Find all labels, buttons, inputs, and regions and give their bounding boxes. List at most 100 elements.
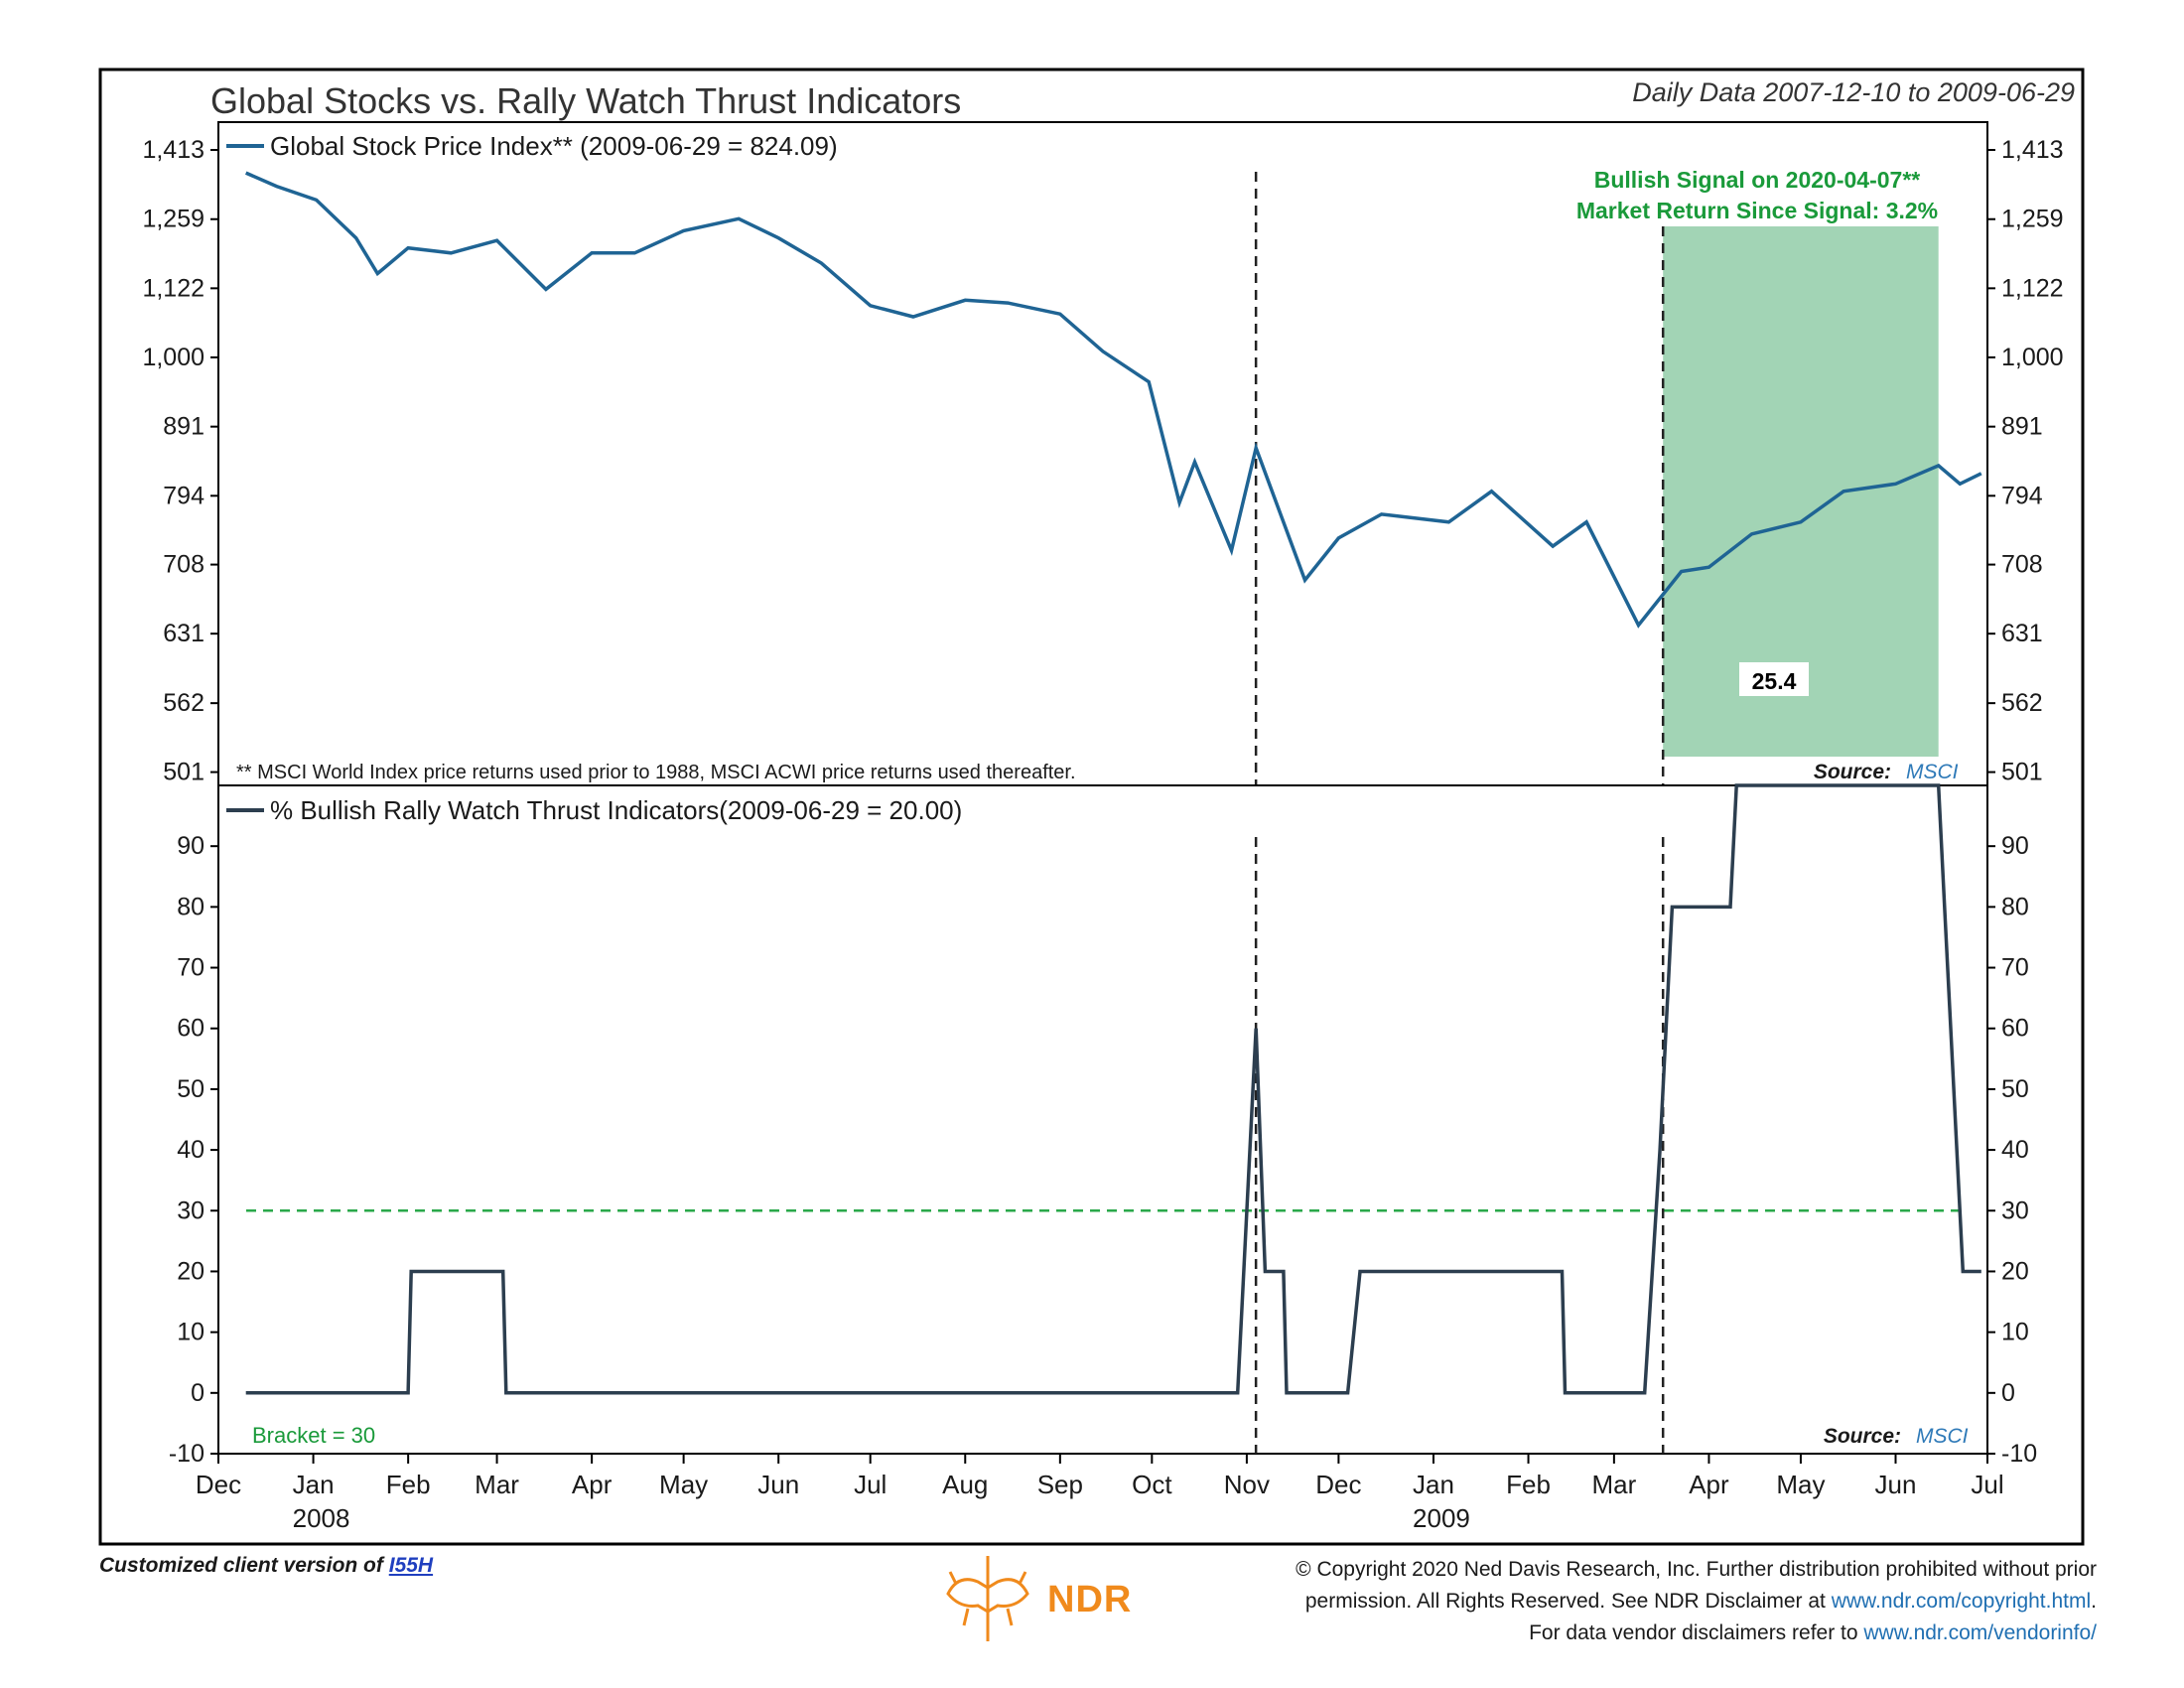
top-source-label: Source:: [1814, 761, 1891, 783]
top-legend: Global Stock Price Index** (2009-06-29 =…: [226, 131, 838, 161]
bottom-legend: % Bullish Rally Watch Thrust Indicators(…: [226, 795, 962, 825]
top-left-tick-label: 501: [163, 759, 205, 786]
top-left-tick-label: 562: [163, 689, 205, 717]
bottom-left-tick-label: 70: [177, 954, 205, 982]
footer-copyright: © Copyright 2020 Ned Davis Research, Inc…: [1124, 1554, 2097, 1649]
bottom-left-tick-label: 40: [177, 1136, 205, 1164]
bottom-left-tick-label: 80: [177, 893, 205, 920]
top-right-tick-label: 1,413: [2001, 136, 2064, 164]
bottom-right-tick-label: 70: [2001, 954, 2029, 982]
x-tick-label: Jan: [1413, 1470, 1454, 1499]
bottom-right-tick-label: 30: [2001, 1196, 2029, 1224]
x-year-label: 2008: [293, 1503, 350, 1533]
bottom-left-tick-label: 60: [177, 1015, 205, 1043]
copyright-line-2-end: .: [2091, 1590, 2097, 1613]
top-right-tick-label: 708: [2001, 551, 2043, 579]
x-tick-label: Mar: [475, 1470, 519, 1499]
x-tick-label: Mar: [1591, 1470, 1636, 1499]
x-tick-label: Jan: [293, 1470, 335, 1499]
x-tick-label: Jun: [757, 1470, 799, 1499]
copyright-line-1: © Copyright 2020 Ned Davis Research, Inc…: [1296, 1558, 2097, 1581]
x-tick-label: Jul: [854, 1470, 887, 1499]
bottom-right-tick-label: 80: [2001, 893, 2029, 920]
top-right-tick-label: 794: [2001, 482, 2043, 509]
footnote: ** MSCI World Index price returns used p…: [236, 762, 1076, 783]
bottom-left-tick-label: 10: [177, 1319, 205, 1346]
copyright-line-2-text: permission. All Rights Reserved. See NDR…: [1304, 1590, 1826, 1613]
bottom-left-tick-label: 90: [177, 832, 205, 860]
bottom-right-tick-label: 10: [2001, 1319, 2029, 1346]
bottom-right-tick-label: 20: [2001, 1257, 2029, 1285]
top-right-tick-label: 891: [2001, 413, 2043, 441]
copyright-url[interactable]: www.ndr.com/copyright.html: [1831, 1590, 2092, 1613]
bottom-left-tick-label: 0: [191, 1379, 205, 1407]
top-left-tick-label: 1,122: [142, 274, 205, 302]
x-tick-label: Dec: [1315, 1470, 1361, 1499]
top-left-tick-label: 794: [163, 482, 205, 509]
footer-customized: Customized client version of I55H: [99, 1554, 433, 1578]
top-left-tick-label: 1,259: [142, 206, 205, 233]
bottom-source: MSCI: [1916, 1425, 1969, 1448]
copyright-line-2: permission. All Rights Reserved. See NDR…: [1124, 1586, 2097, 1618]
bottom-left-tick-label: -10: [169, 1440, 205, 1468]
top-right-tick-label: 1,122: [2001, 274, 2064, 302]
chart-title: Global Stocks vs. Rally Watch Thrust Ind…: [210, 80, 961, 121]
top-right-tick-label: 501: [2001, 759, 2043, 786]
chart-id-link[interactable]: I55H: [388, 1554, 434, 1577]
top-left-tick-label: 1,000: [142, 344, 205, 371]
bottom-y-ticks: -10 -10 0 0 10 10 20 20 30 30 40 40 50 50 60 60 70 70 80 80…: [169, 832, 2037, 1468]
signal-line-2: Market Return Since Signal: 3.2%: [1576, 198, 1938, 223]
bottom-panel-frame: [217, 784, 1988, 1455]
customized-prefix: Customized client version of: [99, 1554, 383, 1577]
top-right-tick-label: 562: [2001, 689, 2043, 717]
x-tick-label: May: [1776, 1470, 1825, 1499]
bottom-source-label: Source:: [1824, 1425, 1901, 1448]
top-right-tick-label: 631: [2001, 620, 2043, 647]
bottom-left-tick-label: 20: [177, 1257, 205, 1285]
ndr-logo-text: NDR: [1047, 1579, 1133, 1620]
x-tick-label: Oct: [1132, 1470, 1172, 1499]
x-axis: Dec Jan Feb Mar Apr May Jun Jul Aug Sep Oct Nov Dec J…: [196, 1454, 2004, 1533]
x-tick-label: Feb: [386, 1470, 431, 1499]
top-legend-label: Global Stock Price Index** (2009-06-29 =…: [270, 131, 838, 161]
x-tick-label: Dec: [196, 1470, 241, 1499]
bottom-right-tick-label: -10: [2001, 1440, 2037, 1468]
bottom-left-tick-label: 30: [177, 1196, 205, 1224]
x-tick-label: Jul: [1971, 1470, 2003, 1499]
x-year-label: 2009: [1413, 1503, 1470, 1533]
top-right-tick-label: 1,259: [2001, 206, 2064, 233]
bottom-legend-label: % Bullish Rally Watch Thrust Indicators(…: [270, 795, 962, 825]
x-tick-label: Feb: [1506, 1470, 1551, 1499]
bottom-right-tick-label: 60: [2001, 1015, 2029, 1043]
value-box-text: 25.4: [1752, 668, 1797, 694]
top-left-tick-label: 631: [163, 620, 205, 647]
vendor-line-text: For data vendor disclaimers refer to: [1529, 1621, 1858, 1644]
top-source: MSCI: [1906, 761, 1959, 783]
top-left-tick-label: 891: [163, 413, 205, 441]
stock-index-line: [244, 171, 1982, 629]
top-y-ticks: 501 501 562 562 631 631 708 708 794 794 891 891 1,00…: [142, 136, 2063, 786]
x-tick-label: Jun: [1875, 1470, 1917, 1499]
x-tick-label: May: [659, 1470, 708, 1499]
value-box: 25.4: [1739, 662, 1809, 696]
bottom-right-tick-label: 40: [2001, 1136, 2029, 1164]
vendor-line: For data vendor disclaimers refer to www…: [1124, 1618, 2097, 1649]
x-tick-label: Apr: [1689, 1470, 1729, 1499]
signal-line-1: Bullish Signal on 2020-04-07**: [1594, 167, 1921, 193]
thrust-indicator-line: [245, 783, 1981, 1395]
top-left-tick-label: 1,413: [142, 136, 205, 164]
top-right-tick-label: 1,000: [2001, 344, 2064, 371]
bottom-panel: -10 -10 0 0 10 10 20 20 30 30 40 40 50 50 60 60 70 70 80 80…: [169, 783, 2037, 1468]
bracket-label: Bracket = 30: [252, 1423, 375, 1448]
x-tick-label: Apr: [572, 1470, 613, 1499]
date-range: Daily Data 2007-12-10 to 2009-06-29: [1632, 77, 2075, 107]
value-box-bg: [1739, 662, 1809, 696]
bottom-right-tick-label: 90: [2001, 832, 2029, 860]
bottom-right-tick-label: 0: [2001, 1379, 2015, 1407]
bottom-left-tick-label: 50: [177, 1075, 205, 1103]
x-tick-label: Nov: [1224, 1470, 1270, 1499]
bottom-right-tick-label: 50: [2001, 1075, 2029, 1103]
x-tick-label: Aug: [942, 1470, 988, 1499]
vendor-url[interactable]: www.ndr.com/vendorinfo/: [1863, 1621, 2097, 1644]
